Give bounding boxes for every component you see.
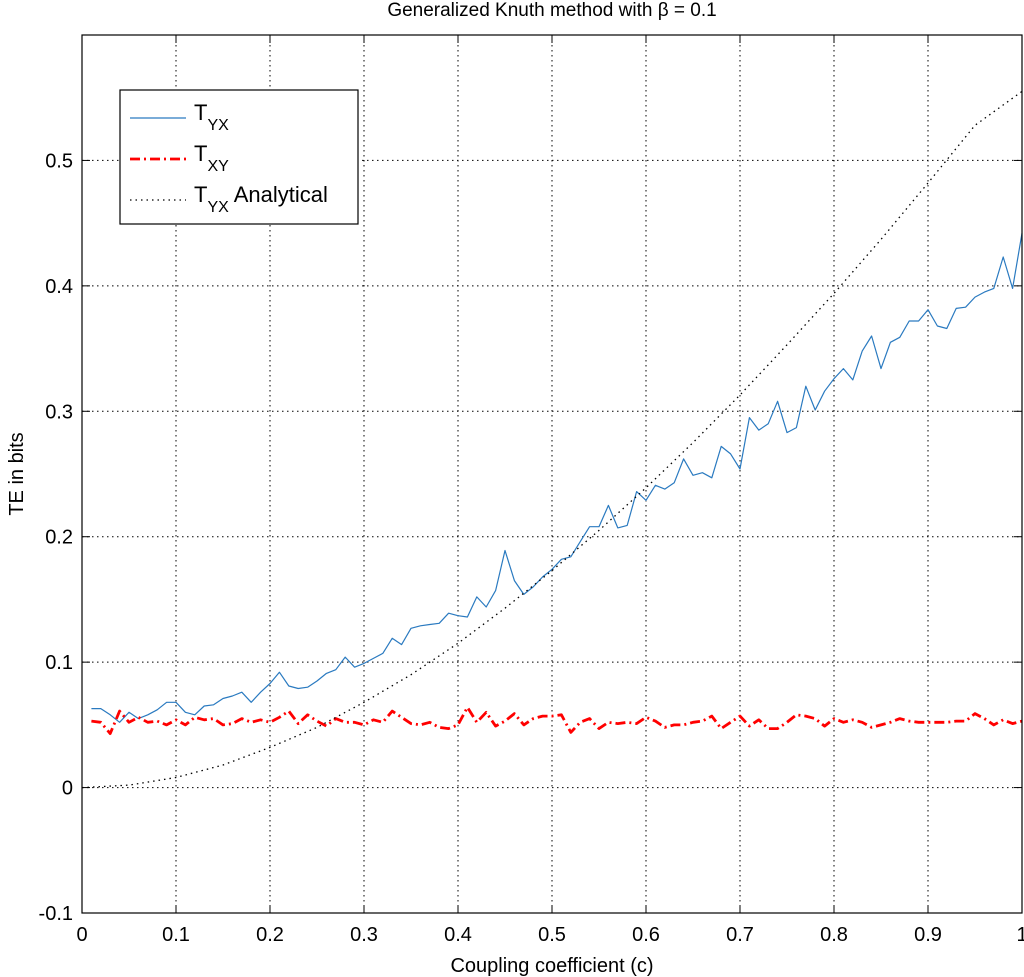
ticks: 0 0.1 0.2 0.3 0.4 0.5 0.6 0.7 0.8 0.9 1-0.100.10.2… xyxy=(39,35,1024,946)
x-tick-label: 0.2 xyxy=(256,924,284,946)
y-tick-label: 0.2 xyxy=(45,527,73,549)
y-tick-label: 0.3 xyxy=(45,401,73,423)
series-line-0 xyxy=(91,233,1023,723)
legend-label-1: TXY xyxy=(194,141,229,175)
y-tick-label: -0.1 xyxy=(39,903,73,925)
x-tick-label: 0.4 xyxy=(444,924,472,946)
legend: TYX TXY TYX Analytical xyxy=(119,89,359,225)
y-tick-label: 0.4 xyxy=(45,276,73,298)
x-tick-label: 1 xyxy=(1016,924,1024,946)
x-tick-label: 0.7 xyxy=(726,924,754,946)
chart-title: Generalized Knuth method with β = 0.1 xyxy=(387,0,716,21)
legend-box xyxy=(119,89,359,225)
y-tick-label: 0 xyxy=(62,778,73,800)
plot-area xyxy=(81,90,1023,789)
y-tick-label: 0.1 xyxy=(45,652,73,674)
y-axis-label: TE in bits xyxy=(6,432,28,515)
x-axis-label: Coupling coefficient (c) xyxy=(450,955,653,977)
x-tick-label: 0.9 xyxy=(914,924,942,946)
legend-label-2: TYX Analytical xyxy=(194,182,328,216)
x-tick-label: 0.6 xyxy=(632,924,660,946)
legend-label-0: TYX xyxy=(194,100,229,134)
x-tick-label: 0.3 xyxy=(350,924,378,946)
x-tick-label: 0 xyxy=(76,924,87,946)
x-tick-label: 0.1 xyxy=(162,924,190,946)
series-line-2 xyxy=(81,90,1023,789)
x-tick-label: 0.5 xyxy=(538,924,566,946)
y-tick-label: 0.5 xyxy=(45,150,73,172)
x-tick-label: 0.8 xyxy=(820,924,848,946)
